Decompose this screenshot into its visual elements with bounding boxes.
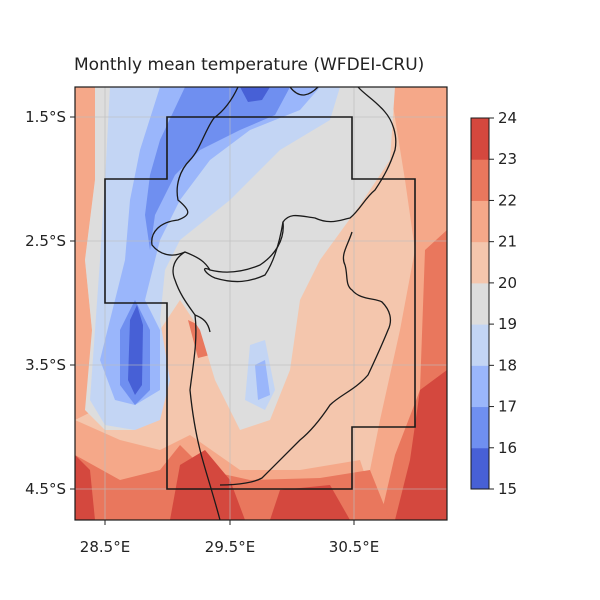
colorbar-tick-label: 16	[498, 439, 517, 457]
lon-label-2: 29.5°E	[205, 538, 255, 556]
colorbar-tick-label: 23	[498, 150, 517, 168]
colorbar-band	[471, 159, 489, 201]
lat-label-1: 1.5°S	[25, 108, 66, 126]
colorbar-tick-label: 18	[498, 356, 517, 374]
latitude-axis: 1.5°S 2.5°S 3.5°S 4.5°S	[25, 108, 75, 498]
temperature-field	[75, 87, 447, 520]
lon-label-1: 28.5°E	[80, 538, 130, 556]
colorbar-band	[471, 365, 489, 408]
lat-label-3: 3.5°S	[25, 356, 66, 374]
colorbar-band	[471, 200, 489, 243]
longitude-axis: 28.5°E 29.5°E 30.5°E	[80, 520, 379, 556]
colorbar-tick-label: 20	[498, 274, 517, 292]
colorbar: 24 23 22 21 20 19 18 17 16 15	[470, 109, 517, 498]
colorbar-tick-label: 24	[498, 109, 517, 127]
lat-label-4: 4.5°S	[25, 480, 66, 498]
colorbar-tick-label: 21	[498, 233, 517, 251]
colorbar-band	[471, 447, 489, 490]
colorbar-tick-label: 15	[498, 480, 517, 498]
colorbar-band	[471, 118, 489, 160]
lat-label-2: 2.5°S	[25, 232, 66, 250]
study-domain-outline	[104, 116, 416, 490]
colorbar-band	[471, 241, 489, 284]
colorbar-tick-label: 17	[498, 398, 517, 416]
lon-label-3: 30.5°E	[329, 538, 379, 556]
colorbar-tick-label: 19	[498, 315, 517, 333]
map-frame	[74, 86, 448, 521]
colorbar-band	[471, 324, 489, 366]
colorbar-tick-label: 22	[498, 191, 517, 209]
country-borders	[151, 87, 397, 520]
colorbar-band	[471, 282, 489, 325]
colorbar-band	[471, 406, 489, 449]
map-title: Monthly mean temperature (WFDEI-CRU)	[74, 55, 425, 75]
